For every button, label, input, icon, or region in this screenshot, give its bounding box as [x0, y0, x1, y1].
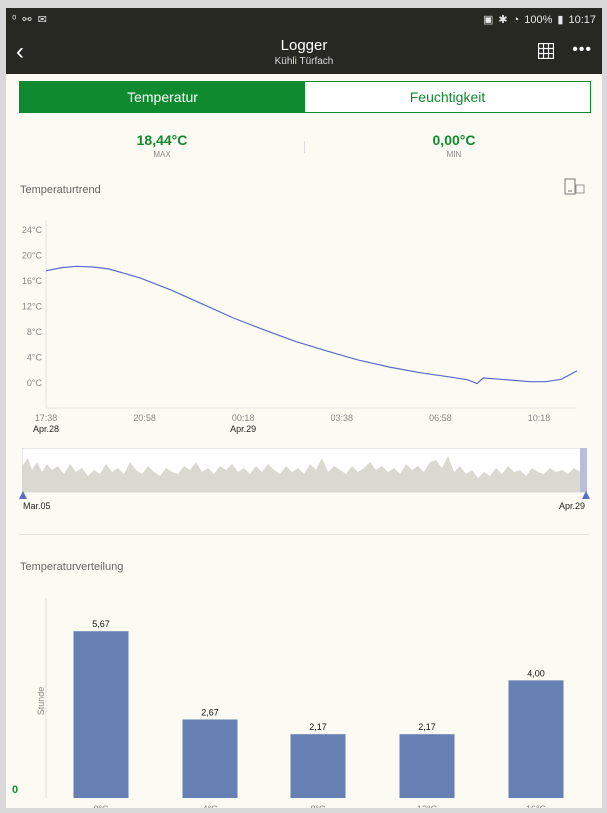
bar-value-label: 2,17: [418, 722, 436, 732]
range-end-handle[interactable]: [581, 490, 591, 500]
x-tick-label: 10:18: [528, 413, 551, 423]
distribution-title: Temperaturverteilung: [20, 561, 124, 573]
more-options-button[interactable]: •••: [572, 41, 592, 58]
y-tick-label: 8°C: [27, 327, 43, 337]
y-axis-label: Stunde: [36, 687, 46, 716]
tab-feuchtigkeit[interactable]: Feuchtigkeit: [305, 82, 590, 112]
bar: [290, 734, 346, 798]
bar-value-label: 5,67: [92, 619, 110, 629]
bar: [508, 680, 564, 798]
y-tick-label: 16°C: [22, 276, 43, 286]
rotate-screen-button[interactable]: [564, 178, 586, 201]
x-tick-label: 17:38: [35, 413, 58, 423]
max-value: 18,44°C: [136, 132, 188, 148]
category-label: 8°C: [310, 804, 326, 808]
back-button[interactable]: ‹: [16, 38, 24, 65]
bar: [73, 631, 129, 798]
bar-value-label: 2,67: [201, 707, 219, 717]
bar-value-label: 2,17: [309, 722, 327, 732]
bluetooth-icon: ✱: [498, 14, 508, 26]
range-start-label: Mar.05: [23, 501, 51, 511]
status-right: ▣ ✱ ◔ 100% ▮ 10:17: [482, 13, 596, 27]
category-label: 4°C: [202, 804, 218, 808]
tab-bar: Temperatur Feuchtigkeit: [19, 81, 591, 113]
page-title: Logger: [280, 37, 328, 54]
section-divider: [19, 534, 589, 535]
temperature-series-line: [45, 265, 578, 385]
x-tick-label: 06:58: [429, 413, 452, 423]
bar-value-label: 4,00: [527, 668, 545, 678]
x-tick-date-label: Apr.28: [33, 424, 59, 434]
app-bar: ‹ Logger Kühli Türfach •••: [6, 32, 602, 74]
wifi-icon: ◔: [512, 13, 520, 26]
x-tick-label: 00:18: [232, 413, 255, 423]
max-stat: 18,44°C MAX: [62, 132, 262, 159]
min-stat: 0,00°C MIN: [354, 132, 554, 159]
y-tick-label: 20°C: [22, 251, 43, 261]
range-end-label: Apr.29: [559, 501, 586, 511]
x-tick-label: 03:38: [331, 413, 354, 423]
category-label: 0°C: [93, 804, 109, 808]
battery-percent: 100%: [524, 13, 553, 26]
x-tick-label: 20:58: [133, 413, 156, 423]
status-left: ⁰ ⚯ ✉: [12, 13, 47, 26]
y-tick-label: 0°C: [27, 378, 43, 388]
distribution-chart: Stunde 5,67 0°C 2,67 4°C 2,17 8°C 2,17 12°C 4,00 1…: [36, 598, 564, 808]
table-view-button[interactable]: [537, 42, 555, 60]
gmail-icon: ✉: [37, 14, 47, 26]
range-navigator-overview: [21, 447, 588, 493]
page-subtitle: Kühli Türfach: [274, 56, 334, 67]
clock: 10:17: [568, 13, 596, 26]
bar: [182, 719, 238, 798]
y-tick-label: 12°C: [22, 302, 43, 312]
category-label: 16°C: [526, 804, 547, 808]
max-label: MAX: [153, 150, 171, 159]
trend-title: Temperaturtrend: [20, 184, 101, 196]
status-bar: ⁰ ⚯ ✉ ▣ ✱ ◔ 100% ▮ 10:17: [6, 8, 602, 32]
x-tick-date-label: Apr.29: [230, 424, 256, 434]
stat-divider: [304, 141, 305, 153]
range-navigator[interactable]: [21, 447, 588, 494]
link-icon: ⚯: [22, 14, 32, 26]
rotate-screen-icon: [564, 178, 585, 195]
table-grid-icon: [537, 42, 555, 60]
corner-badge: 0: [12, 784, 19, 796]
app-frame: ⁰ ⚯ ✉ ▣ ✱ ◔ 100% ▮ 10:17 ‹ Logger Kühli …: [6, 8, 602, 808]
y-tick-label: 4°C: [27, 353, 43, 363]
range-start-handle[interactable]: [18, 490, 28, 500]
battery-icon: ▮: [557, 14, 564, 26]
y-tick-label: 24°C: [22, 225, 43, 235]
notification-icon: ⁰: [12, 14, 17, 26]
cast-icon: ▣: [482, 14, 494, 26]
min-label: MIN: [446, 150, 462, 159]
tab-temperatur[interactable]: Temperatur: [20, 82, 305, 112]
bar: [399, 734, 455, 798]
min-value: 0,00°C: [432, 132, 476, 148]
category-label: 12°C: [417, 804, 438, 808]
